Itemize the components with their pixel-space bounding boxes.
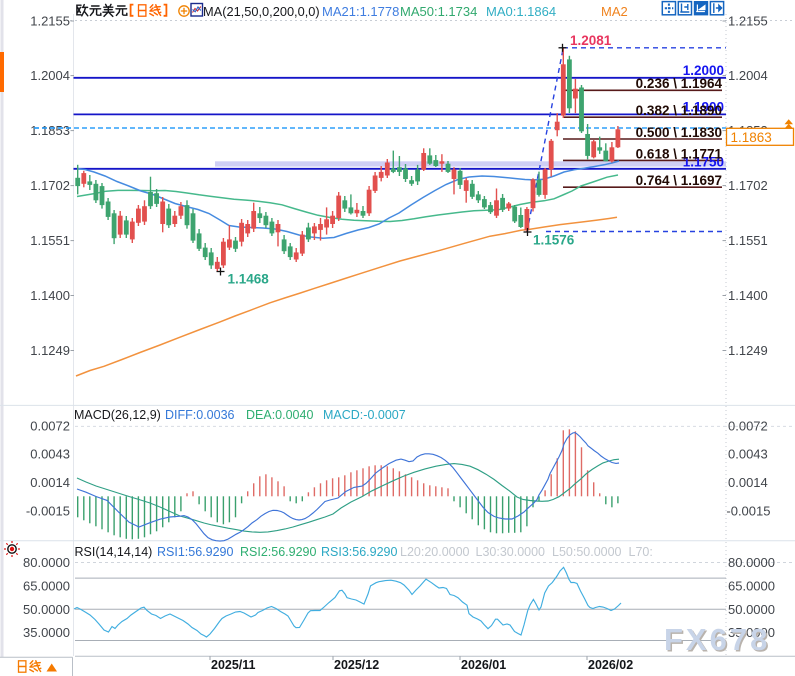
svg-text:1.2000: 1.2000 (683, 63, 724, 78)
svg-text:DEA:0.0040: DEA:0.0040 (246, 408, 313, 422)
svg-text:1.2004: 1.2004 (728, 68, 768, 83)
svg-text:1.2004: 1.2004 (30, 68, 70, 83)
svg-text:1.2081: 1.2081 (570, 33, 612, 48)
svg-text:2026/02: 2026/02 (588, 658, 633, 672)
svg-text:2025/11: 2025/11 (211, 658, 256, 672)
svg-text:0.0014: 0.0014 (30, 475, 70, 490)
svg-text:RSI1:56.9290: RSI1:56.9290 (157, 545, 233, 559)
svg-text:1.1576: 1.1576 (533, 233, 575, 248)
svg-text:L50:50.0000: L50:50.0000 (552, 545, 622, 559)
svg-text:65.0000: 65.0000 (23, 578, 70, 593)
svg-text:1.1400: 1.1400 (30, 288, 70, 303)
svg-text:1.1551: 1.1551 (728, 233, 768, 248)
svg-text:1.1249: 1.1249 (30, 343, 70, 358)
svg-text:1.1551: 1.1551 (30, 233, 70, 248)
svg-text:FX678: FX678 (666, 624, 772, 659)
svg-text:-0.0015: -0.0015 (726, 504, 770, 519)
svg-text:MACD(26,12,9): MACD(26,12,9) (74, 408, 161, 422)
svg-text:RSI3:56.9290: RSI3:56.9290 (321, 545, 397, 559)
svg-text:1.1863: 1.1863 (731, 130, 772, 145)
svg-text:0.500 \ 1.1830: 0.500 \ 1.1830 (636, 125, 722, 140)
svg-text:DIFF:0.0036: DIFF:0.0036 (165, 408, 235, 422)
svg-text:50.0000: 50.0000 (23, 602, 70, 617)
svg-text:1.1702: 1.1702 (728, 178, 768, 193)
svg-text:80.0000: 80.0000 (23, 555, 70, 570)
svg-text:L30:30.0000: L30:30.0000 (476, 545, 546, 559)
svg-text:80.0000: 80.0000 (728, 555, 775, 570)
svg-text:MA2: MA2 (601, 4, 628, 19)
svg-text:0.618 \ 1.1771: 0.618 \ 1.1771 (636, 146, 723, 161)
svg-text:35.0000: 35.0000 (23, 625, 70, 640)
svg-text:-0.0015: -0.0015 (26, 504, 70, 519)
svg-text:MA21:1.1778: MA21:1.1778 (322, 4, 399, 19)
svg-text:MA0:1.1864: MA0:1.1864 (486, 4, 556, 19)
svg-text:1.1249: 1.1249 (728, 343, 768, 358)
svg-text:RSI(14,14,14): RSI(14,14,14) (75, 545, 153, 559)
svg-text:MA50:1.1734: MA50:1.1734 (400, 4, 477, 19)
svg-text:0.0043: 0.0043 (728, 447, 768, 462)
svg-text:65.0000: 65.0000 (728, 578, 775, 593)
svg-text:0.382 \ 1.1890: 0.382 \ 1.1890 (636, 103, 722, 118)
svg-text:L20:20.0000: L20:20.0000 (400, 545, 470, 559)
svg-text:0.0072: 0.0072 (30, 419, 70, 434)
svg-text:1.1853: 1.1853 (30, 123, 70, 138)
svg-text:0.0043: 0.0043 (30, 447, 70, 462)
svg-text:MA(21,50,0,200,0,0): MA(21,50,0,200,0,0) (203, 4, 320, 19)
svg-text:1.2155: 1.2155 (30, 14, 70, 29)
svg-text:L70:: L70: (629, 545, 653, 559)
svg-text:1.1900: 1.1900 (683, 100, 724, 115)
svg-text:1.1702: 1.1702 (30, 178, 70, 193)
svg-text:FX678: FX678 (664, 622, 770, 657)
svg-text:2026/01: 2026/01 (461, 658, 506, 672)
svg-text:0.0014: 0.0014 (728, 475, 768, 490)
svg-text:0.764 \ 1.1697: 0.764 \ 1.1697 (636, 173, 722, 188)
svg-text:35.0000: 35.0000 (728, 625, 775, 640)
svg-text:2025/12: 2025/12 (334, 658, 379, 672)
svg-text:50.0000: 50.0000 (728, 602, 775, 617)
svg-text:RSI2:56.9290: RSI2:56.9290 (240, 545, 316, 559)
svg-text:MACD:-0.0007: MACD:-0.0007 (323, 408, 406, 422)
svg-text:1.1468: 1.1468 (228, 272, 270, 287)
svg-text:1.1750: 1.1750 (683, 155, 724, 170)
svg-text:0.0072: 0.0072 (728, 419, 768, 434)
svg-text:1.1400: 1.1400 (728, 288, 768, 303)
svg-text:1.2155: 1.2155 (728, 14, 768, 29)
svg-text:0.236 \ 1.1964: 0.236 \ 1.1964 (636, 76, 723, 91)
